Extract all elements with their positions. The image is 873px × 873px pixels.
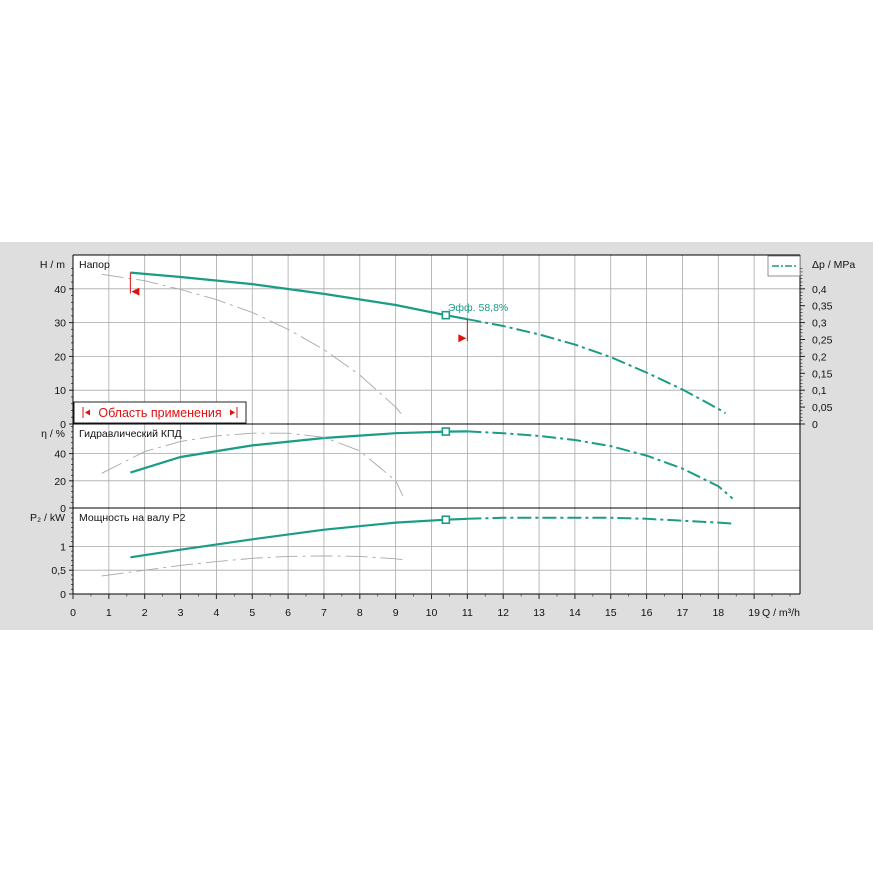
range-label-arrow-right — [230, 409, 235, 416]
panel-title: Напор — [79, 259, 110, 271]
y2-tick-label: 0,2 — [812, 351, 827, 363]
plot-area-0 — [73, 255, 800, 424]
x-tick-label: 15 — [605, 607, 617, 619]
series-dashed-0 — [467, 318, 727, 415]
range-label-box — [73, 401, 247, 424]
series-dashed-2 — [467, 516, 733, 525]
y-tick-label: 0 — [60, 589, 66, 601]
x-tick-label: 11 — [462, 607, 473, 619]
x-tick-label: 5 — [249, 607, 255, 619]
curves — [101, 271, 734, 577]
operating-point — [441, 515, 451, 525]
y2-tick-label: 0 — [812, 419, 818, 431]
y2-tick-label: 0,25 — [812, 335, 833, 347]
series-dashed-1 — [467, 430, 734, 500]
x-tick-label: 9 — [393, 607, 399, 619]
x-axis-label: Q / m³/h — [762, 607, 800, 619]
x-tick-label: 17 — [677, 607, 689, 619]
y2-tick-label: 0,1 — [812, 385, 827, 397]
series-gray-1 — [101, 432, 404, 496]
y-tick-label: 40 — [54, 449, 66, 461]
x-tick-label: 10 — [426, 607, 438, 619]
y2-tick-label: 0,4 — [812, 284, 827, 296]
y-tick-label: 20 — [54, 476, 66, 488]
range-max-arrow — [458, 334, 467, 343]
x-tick-label: 2 — [142, 607, 148, 619]
x-tick-label: 18 — [712, 607, 724, 619]
x-tick-label: 13 — [533, 607, 545, 619]
y2-tick-label: 0,15 — [812, 368, 833, 380]
x-tick-label: 8 — [357, 607, 363, 619]
series-gray-0 — [101, 273, 404, 416]
x-tick-label: 6 — [285, 607, 291, 619]
x-tick-label: 12 — [497, 607, 509, 619]
panel-title: Мощность на валу P2 — [79, 512, 186, 524]
operating-point — [441, 427, 451, 436]
y-tick-label: 40 — [54, 284, 66, 296]
plot-area-1 — [73, 424, 800, 508]
y-tick-label: 0,5 — [51, 565, 66, 577]
y-axis-label: η / % — [41, 428, 65, 440]
operating-point — [441, 310, 451, 320]
efficiency-label: Эфф. 58,8% — [448, 302, 508, 314]
x-tick-label: 7 — [321, 607, 327, 619]
y2-tick-label: 0,35 — [812, 301, 833, 313]
range-label-text: Область применения — [98, 406, 221, 420]
y2-tick-label: 0,05 — [812, 402, 833, 414]
x-tick-label: 16 — [641, 607, 653, 619]
y-axis-label: P₂ / kW — [30, 512, 65, 524]
range-min-arrow — [131, 287, 140, 296]
x-tick-label: 19 — [748, 607, 760, 619]
plot-area-2 — [73, 508, 800, 594]
x-tick-label: 14 — [569, 607, 581, 619]
legend-box — [767, 255, 801, 277]
x-tick-label: 4 — [213, 607, 219, 619]
range-label-arrow-left — [85, 409, 90, 416]
panel-title: Гидравлический КПД — [79, 428, 182, 440]
y-tick-label: 0 — [60, 419, 66, 431]
y-axis-label: H / m — [40, 259, 65, 271]
y-tick-label: 10 — [54, 385, 66, 397]
y-tick-label: 20 — [54, 351, 66, 363]
y2-axis-label: Δp / MPa — [812, 259, 855, 271]
series-gray-2 — [101, 555, 403, 577]
y2-tick-label: 0,3 — [812, 318, 827, 330]
x-tick-label: 1 — [106, 607, 112, 619]
y-tick-label: 1 — [60, 541, 66, 553]
x-tick-label: 3 — [178, 607, 184, 619]
y-tick-label: 30 — [54, 318, 66, 330]
y-tick-label: 0 — [60, 503, 66, 515]
x-tick-label: 0 — [70, 607, 76, 619]
pump-curve-chart: 0102030400204000,5100,050,10,150,20,250,… — [30, 254, 855, 619]
